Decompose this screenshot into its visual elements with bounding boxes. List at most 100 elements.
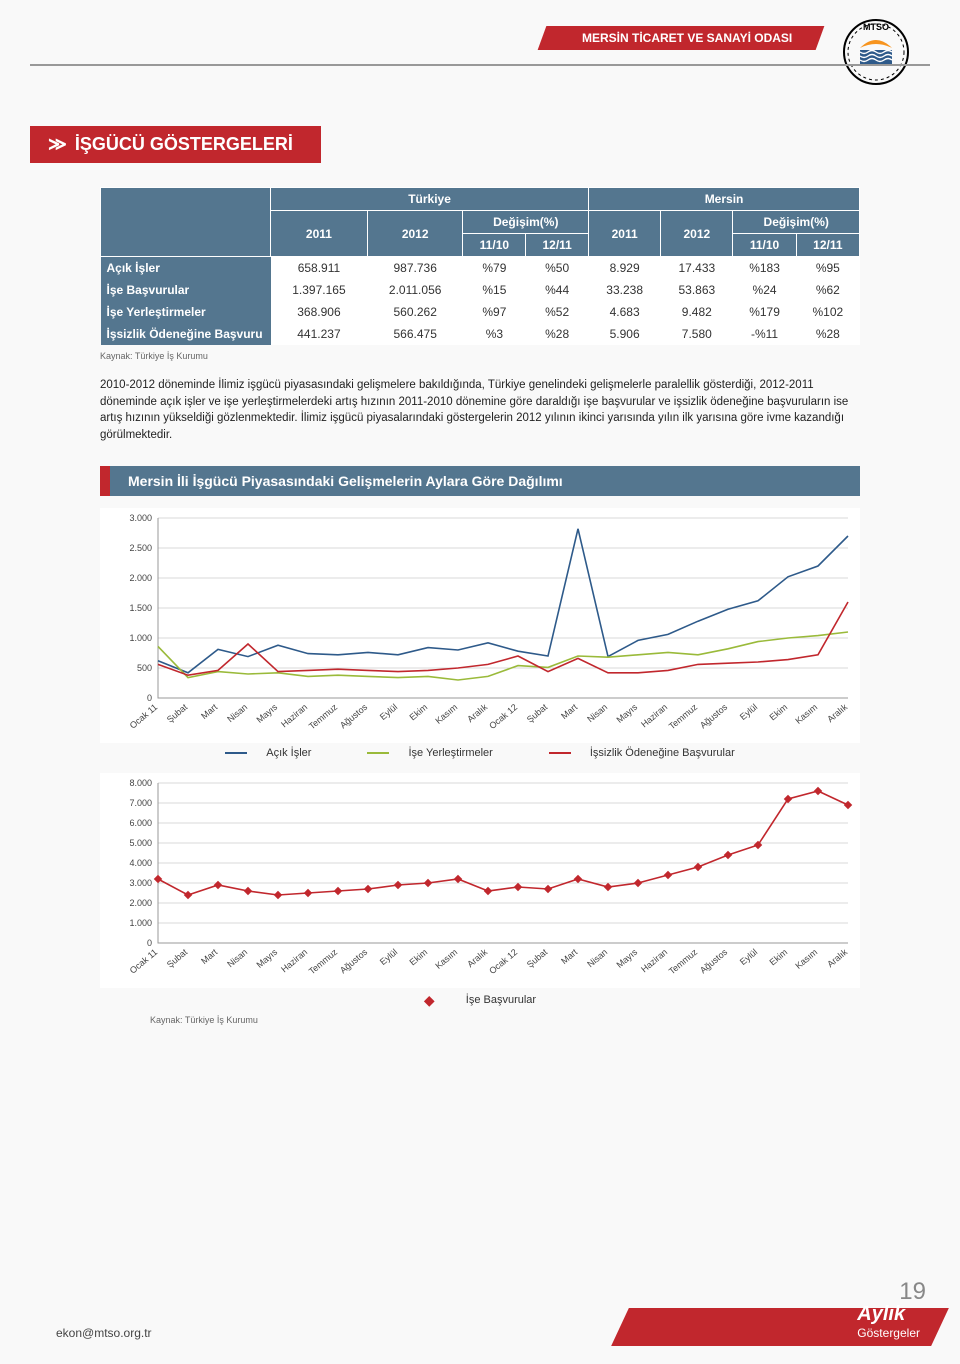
table-row: İşsizlik Ödeneğine Başvuru441.237566.475… — [101, 323, 860, 345]
table-source: Kaynak: Türkiye İş Kurumu — [100, 351, 860, 361]
cell: 17.433 — [661, 257, 733, 280]
legend-label: Açık İşler — [266, 747, 311, 759]
cell: %44 — [526, 279, 589, 301]
cell: %50 — [526, 257, 589, 280]
cell: 441.237 — [271, 323, 368, 345]
col-2011-tr: 2011 — [271, 211, 368, 257]
cell: 1.397.165 — [271, 279, 368, 301]
svg-text:1.000: 1.000 — [129, 918, 152, 928]
cell: 987.736 — [367, 257, 463, 280]
svg-text:0: 0 — [147, 693, 152, 703]
cell: %62 — [796, 279, 859, 301]
col-2012-mr: 2012 — [661, 211, 733, 257]
header-rule — [30, 64, 930, 66]
legend-label: İşe Yerleştirmeler — [408, 747, 492, 759]
footer-email: ekon@mtso.org.tr — [56, 1326, 152, 1340]
org-banner: MERSİN TİCARET VE SANAYİ ODASI — [537, 26, 824, 50]
svg-text:0: 0 — [147, 938, 152, 948]
svg-text:500: 500 — [137, 663, 152, 673]
cell: 8.929 — [589, 257, 661, 280]
cell: 368.906 — [271, 301, 368, 323]
footer-brand: Aylık Göstergeler — [857, 1303, 920, 1340]
chevron-icon: ≫ — [48, 134, 67, 154]
cell: %15 — [463, 279, 526, 301]
cell: 9.482 — [661, 301, 733, 323]
footer: ekon@mtso.org.tr Aylık Göstergeler 19 — [0, 1298, 960, 1346]
cell: %102 — [796, 301, 859, 323]
svg-text:2.000: 2.000 — [129, 573, 152, 583]
footer-brand-small: Göstergeler — [857, 1326, 920, 1340]
col-2011-mr: 2011 — [589, 211, 661, 257]
chart1-title-accent — [100, 466, 110, 496]
svg-text:6.000: 6.000 — [129, 818, 152, 828]
cell: -%11 — [733, 323, 796, 345]
cell: %24 — [733, 279, 796, 301]
svg-text:3.000: 3.000 — [129, 878, 152, 888]
legend-label: İşsizlik Ödeneğine Başvurular — [590, 747, 735, 759]
page: MERSİN TİCARET VE SANAYİ ODASI MTSO ≫ İŞG… — [30, 0, 930, 1025]
svg-text:5.000: 5.000 — [129, 838, 152, 848]
chart1: 05001.0001.5002.0002.5003.000Ocak 11Şuba… — [100, 508, 860, 743]
cell: 4.683 — [589, 301, 661, 323]
chart1-title: Mersin İli İşgücü Piyasasındaki Gelişmel… — [128, 473, 563, 489]
section-title: İŞGÜCÜ GÖSTERGELERİ — [75, 134, 293, 154]
cell: 566.475 — [367, 323, 463, 345]
col-1211-mr: 12/11 — [796, 234, 859, 257]
svg-text:3.000: 3.000 — [129, 513, 152, 523]
cell: %183 — [733, 257, 796, 280]
legend-label: İşe Başvurular — [466, 994, 536, 1006]
row-label: İşe Yerleştirmeler — [101, 301, 271, 323]
footer-brand-big: Aylık — [857, 1303, 905, 1325]
col-change-mr: Değişim(%) — [733, 211, 860, 234]
cell: 658.911 — [271, 257, 368, 280]
section-title-tab: ≫ İŞGÜCÜ GÖSTERGELERİ — [30, 126, 321, 163]
cell: 33.238 — [589, 279, 661, 301]
cell: %97 — [463, 301, 526, 323]
svg-text:2.500: 2.500 — [129, 543, 152, 553]
logo-text: MTSO — [863, 22, 889, 32]
table-row: İşe Başvurular1.397.1652.011.056%15%4433… — [101, 279, 860, 301]
group-header-turkey: Türkiye — [271, 188, 589, 211]
cell: %28 — [526, 323, 589, 345]
col-1211-tr: 12/11 — [526, 234, 589, 257]
logo: MTSO — [842, 18, 910, 86]
cell: 5.906 — [589, 323, 661, 345]
svg-text:8.000: 8.000 — [129, 778, 152, 788]
org-name: MERSİN TİCARET VE SANAYİ ODASI — [582, 31, 792, 45]
col-2012-tr: 2012 — [367, 211, 463, 257]
cell: %3 — [463, 323, 526, 345]
svg-text:2.000: 2.000 — [129, 898, 152, 908]
cell: 53.863 — [661, 279, 733, 301]
cell: %95 — [796, 257, 859, 280]
svg-text:4.000: 4.000 — [129, 858, 152, 868]
chart1-title-bar: Mersin İli İşgücü Piyasasındaki Gelişmel… — [100, 466, 860, 496]
chart1-svg: 05001.0001.5002.0002.5003.000Ocak 11Şuba… — [100, 508, 860, 738]
chart1-legend: Açık İşler İşe Yerleştirmeler İşsizlik Öde… — [100, 747, 860, 759]
svg-text:1.500: 1.500 — [129, 603, 152, 613]
col-1110-tr: 11/10 — [463, 234, 526, 257]
labor-table: Türkiye Mersin 2011 2012 Değişim(%) 2011… — [100, 187, 860, 345]
cell: 2.011.056 — [367, 279, 463, 301]
cell: %28 — [796, 323, 859, 345]
legend-item: İşsizlik Ödeneğine Başvurular — [535, 747, 749, 759]
cell: 560.262 — [367, 301, 463, 323]
table-corner — [101, 188, 271, 257]
col-change-tr: Değişim(%) — [463, 211, 589, 234]
body-paragraph: 2010-2012 döneminde İlimiz işgücü piyasa… — [100, 377, 860, 444]
page-number: 19 — [899, 1278, 926, 1306]
legend-item: ◆ İşe Başvurular — [410, 994, 550, 1006]
row-label: Açık İşler — [101, 257, 271, 280]
cell: 7.580 — [661, 323, 733, 345]
chart2: 0 1.000 2.000 3.000 4.000 5.000 6.000 7.000 8.00… — [100, 773, 860, 988]
legend-item: İşe Yerleştirmeler — [353, 747, 506, 759]
cell: %179 — [733, 301, 796, 323]
cell: %79 — [463, 257, 526, 280]
cell: %52 — [526, 301, 589, 323]
legend-item: Açık İşler — [211, 747, 325, 759]
table-row: Açık İşler658.911987.736%79%508.92917.43… — [101, 257, 860, 280]
chart2-svg: 0 1.000 2.000 3.000 4.000 5.000 6.000 7.000 8.00… — [100, 773, 860, 983]
group-header-mersin: Mersin — [589, 188, 860, 211]
table-row: İşe Yerleştirmeler368.906560.262%97%524.… — [101, 301, 860, 323]
svg-text:7.000: 7.000 — [129, 798, 152, 808]
svg-text:1.000: 1.000 — [129, 633, 152, 643]
